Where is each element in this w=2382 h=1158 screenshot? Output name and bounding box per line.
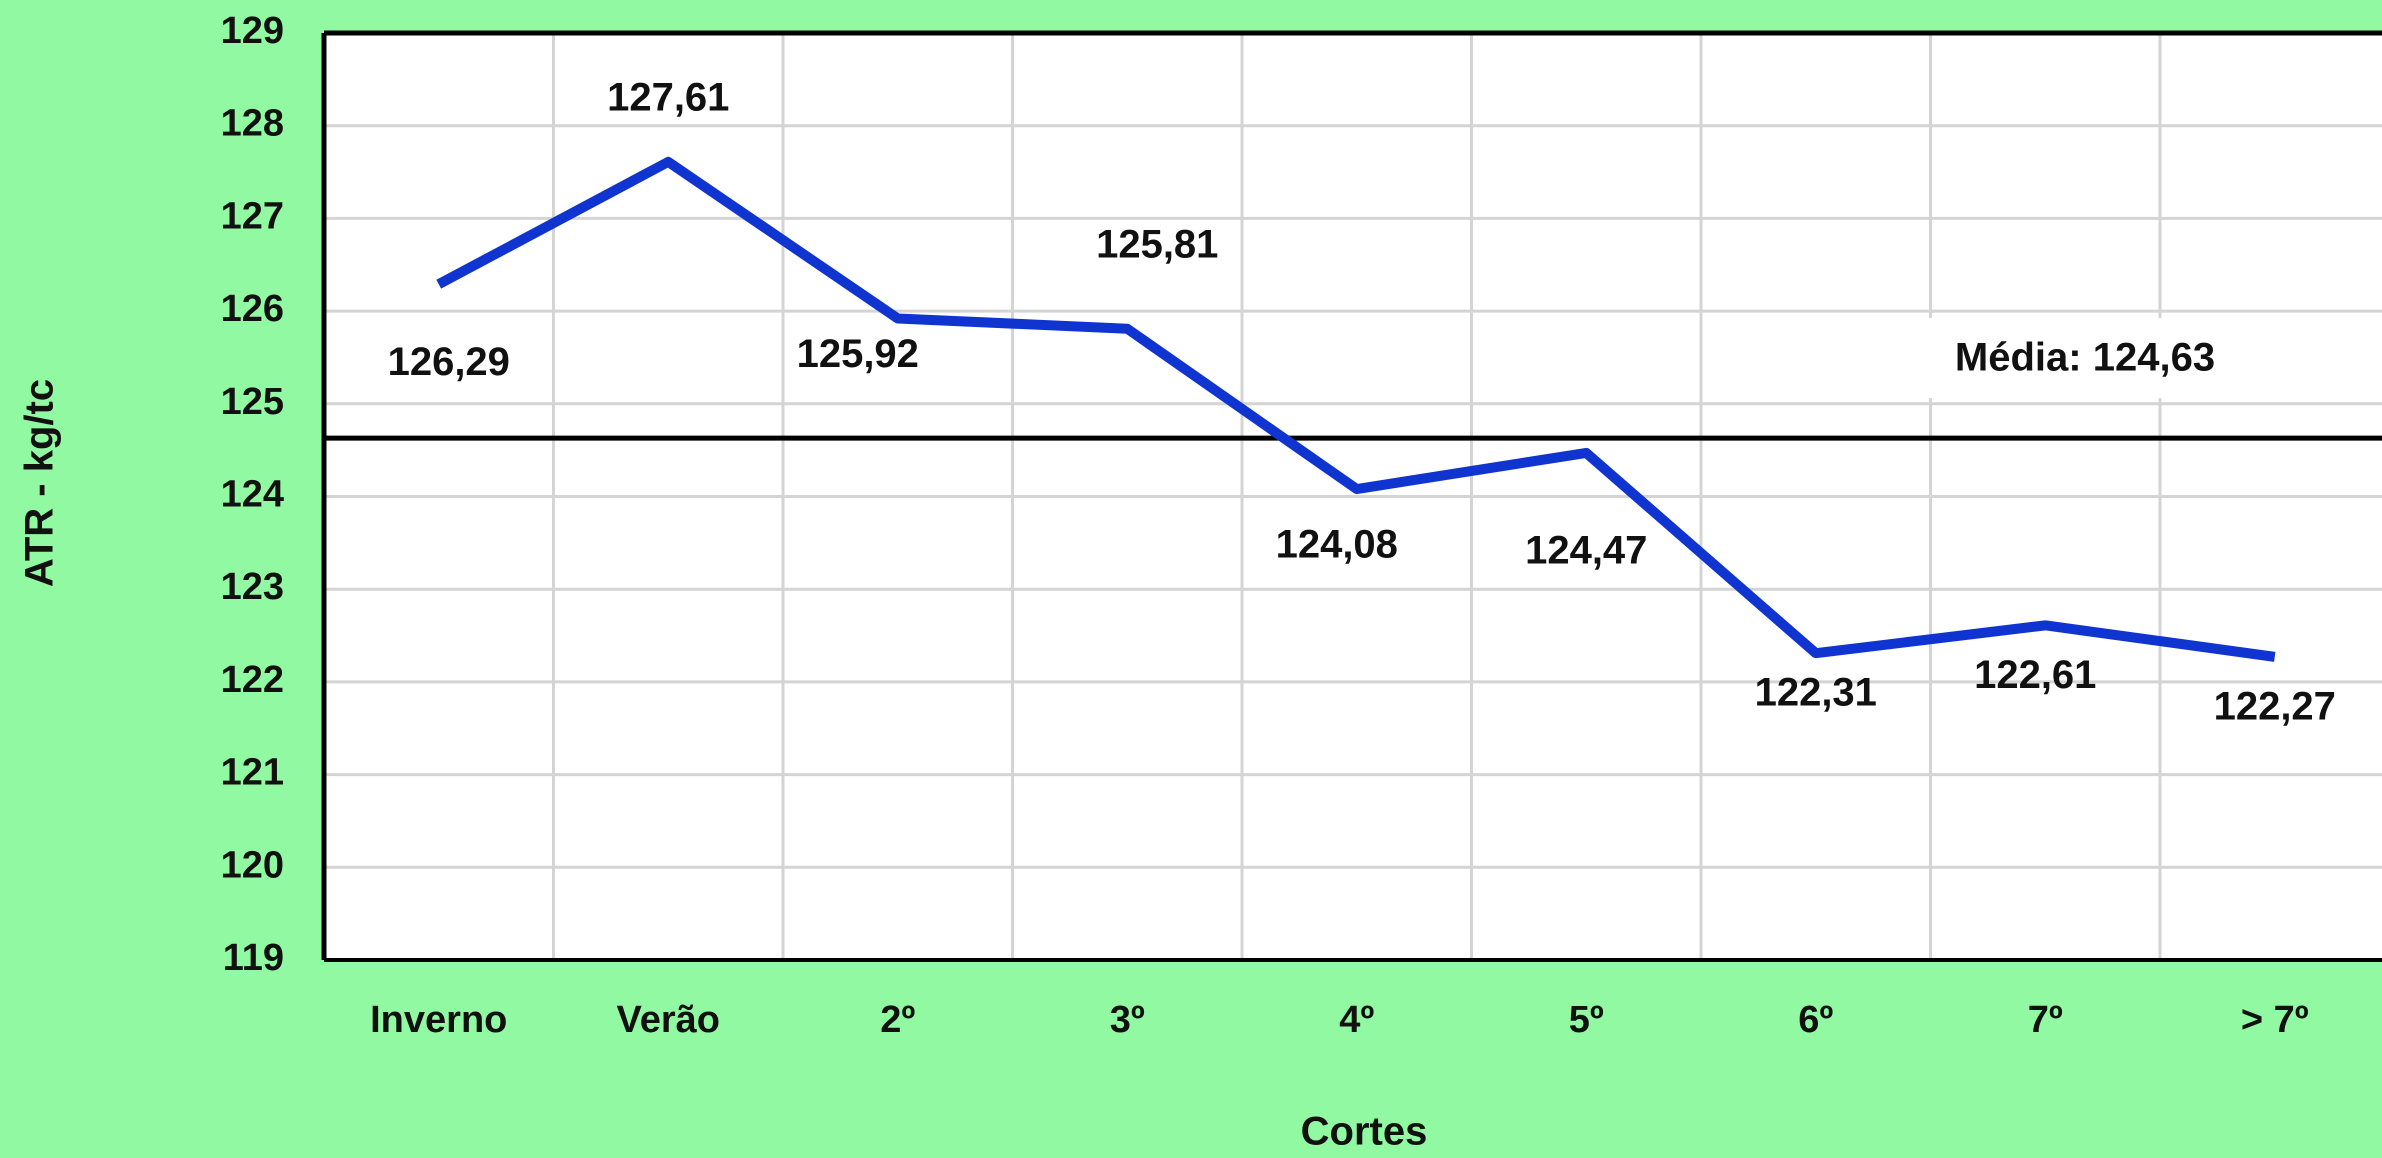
y-tick-label: 120 xyxy=(221,844,284,886)
y-tick-label: 121 xyxy=(221,752,284,794)
data-label: 125,92 xyxy=(797,332,919,376)
y-tick-label: 126 xyxy=(221,288,284,330)
x-tick-label: Inverno xyxy=(370,999,507,1041)
y-axis-title: ATR - kg/tc xyxy=(18,379,62,587)
data-label: 125,81 xyxy=(1096,222,1218,266)
x-tick-label: 4º xyxy=(1339,999,1374,1041)
y-tick-label: 122 xyxy=(221,659,284,701)
data-label: 124,08 xyxy=(1276,523,1398,567)
data-label: 127,61 xyxy=(607,75,729,119)
x-tick-label: 6º xyxy=(1798,999,1833,1041)
data-label: 124,47 xyxy=(1525,528,1647,572)
x-tick-label: Verão xyxy=(616,999,720,1041)
x-tick-label: 5º xyxy=(1569,999,1604,1041)
y-tick-label: 125 xyxy=(221,381,284,423)
x-tick-label: 2º xyxy=(880,999,915,1041)
x-axis-title: Cortes xyxy=(1301,1110,1428,1154)
data-label: 126,29 xyxy=(388,340,510,384)
reference-label-box xyxy=(1880,318,2290,399)
reference-label: Média: 124,63 xyxy=(1955,336,2215,380)
y-tick-label: 127 xyxy=(221,195,284,237)
y-tick-label: 124 xyxy=(221,474,284,516)
x-tick-label: 3º xyxy=(1110,999,1145,1041)
data-label: 122,31 xyxy=(1755,671,1877,715)
y-tick-label: 129 xyxy=(221,10,284,52)
data-line xyxy=(436,156,2276,662)
x-tick-label: 7º xyxy=(2028,999,2063,1041)
data-label: 122,27 xyxy=(2214,684,2336,728)
y-tick-label: 128 xyxy=(221,103,284,145)
data-label: 122,61 xyxy=(1974,653,2096,697)
x-tick-label: > 7º xyxy=(2241,999,2309,1041)
y-tick-label: 119 xyxy=(223,937,284,979)
y-tick-label: 123 xyxy=(221,566,284,608)
